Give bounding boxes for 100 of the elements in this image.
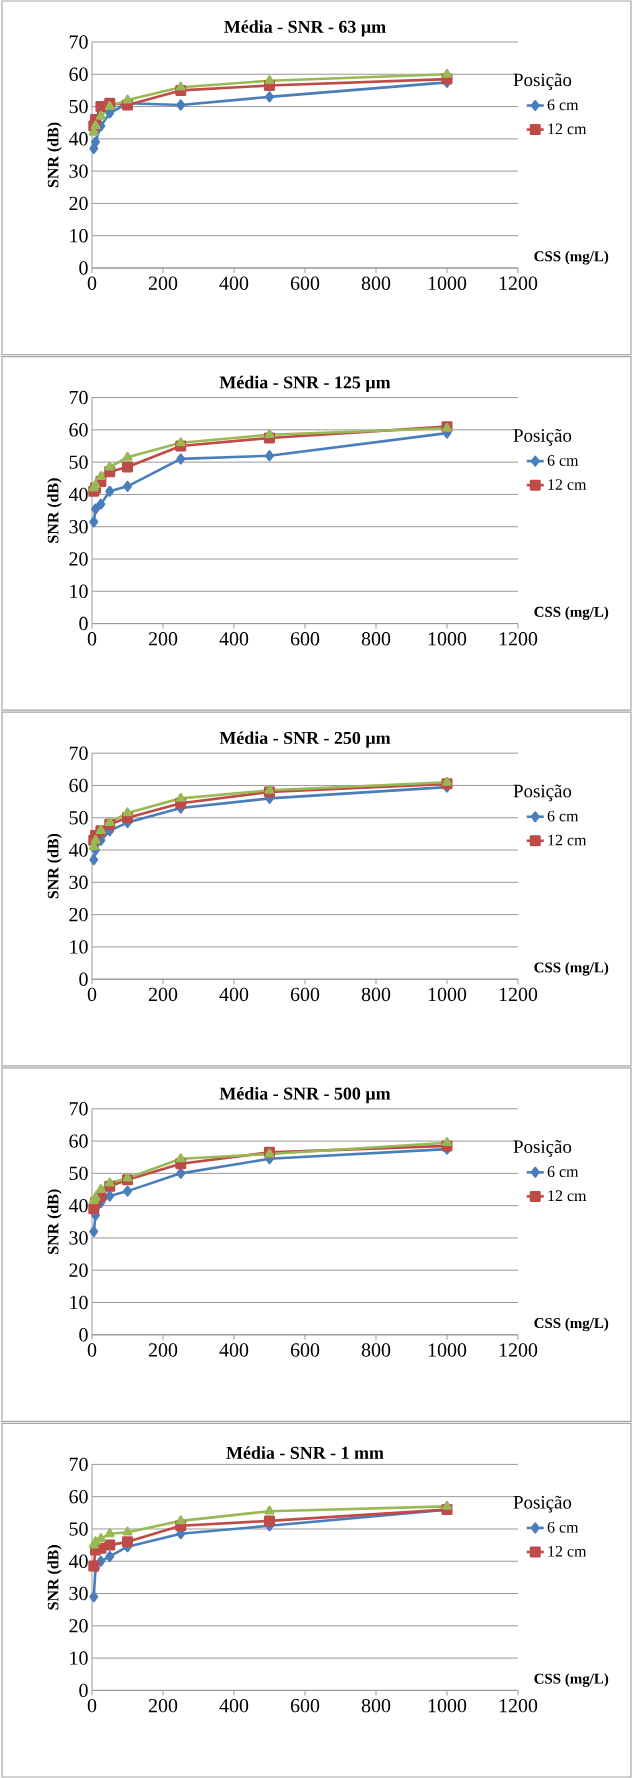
y-tick-label: 0: [79, 972, 88, 986]
y-tick-label: 10: [70, 1651, 88, 1665]
y-tick-label: 20: [69, 1263, 88, 1277]
y-tick-label: 60: [69, 423, 88, 437]
y-tick-label: 10: [70, 584, 88, 599]
x-tick-label: 200: [148, 1698, 178, 1713]
y-tick-label: 60: [69, 1134, 88, 1148]
y-tick-label: 30: [69, 875, 88, 890]
y-tick-label: 20: [69, 907, 88, 922]
legend-title: Posição: [513, 73, 572, 91]
y-tick-label: 40: [68, 132, 88, 146]
y-tick-label: 50: [69, 1166, 88, 1181]
y-tick-label: 10: [70, 228, 88, 243]
x-tick-label: 1200: [499, 987, 538, 1002]
chart-title: Média - SNR - 500 µm: [219, 1087, 391, 1104]
chart-title: Média - SNR - 125 µm: [219, 375, 391, 393]
x-tick-label: 400: [219, 632, 249, 646]
y-tick-label: 20: [69, 196, 88, 211]
x-axis-title: CSS (mg/L): [534, 606, 609, 621]
x-tick-label: 1000: [428, 276, 467, 290]
y-tick-label: 70: [69, 390, 88, 405]
y-tick-label: 10: [70, 940, 88, 954]
x-tick-label: 200: [148, 1343, 178, 1357]
x-tick-label: 600: [290, 1698, 320, 1713]
y-tick-label: 40: [68, 487, 88, 502]
y-tick-label: 70: [69, 35, 88, 49]
y-tick-label: 20: [69, 552, 88, 566]
x-tick-label: 600: [290, 276, 320, 290]
x-tick-label: 600: [290, 632, 320, 646]
y-tick-label: 30: [69, 520, 88, 534]
legend-title: Posição: [513, 1140, 572, 1157]
x-tick-label: 1000: [428, 987, 467, 1002]
x-tick-label: 200: [148, 632, 178, 646]
y-tick-label: 60: [69, 778, 88, 793]
chart-title: Média - SNR - 250 µm: [219, 731, 391, 748]
y-tick-label: 50: [69, 811, 88, 825]
legend-title: Posição: [513, 1495, 572, 1513]
chart-title: Média - SNR - 63 µm: [224, 20, 386, 37]
x-tick-label: 400: [219, 987, 249, 1002]
x-tick-label: 1200: [499, 1343, 538, 1357]
y-tick-label: 0: [79, 1683, 88, 1698]
legend-title: Posição: [513, 428, 572, 446]
legend-label: 12 cm: [548, 123, 587, 135]
x-tick-label: 1000: [428, 1698, 467, 1713]
x-tick-label: 200: [148, 276, 178, 290]
x-tick-label: 800: [361, 1343, 391, 1357]
x-tick-label: 400: [219, 1698, 249, 1713]
y-tick-label: 70: [69, 1457, 88, 1472]
legend-label: 12 cm: [548, 1545, 587, 1557]
y-tick-label: 20: [69, 1619, 88, 1633]
x-tick-label: 1000: [428, 632, 467, 646]
y-tick-label: 0: [79, 1328, 88, 1342]
chart-title: Média - SNR - 1 mm: [226, 1446, 384, 1459]
x-tick-label: 1200: [499, 1698, 538, 1713]
y-tick-label: 0: [79, 616, 88, 631]
y-tick-label: 60: [69, 1489, 88, 1504]
x-axis-title: CSS (mg/L): [534, 962, 609, 976]
y-tick-label: 40: [68, 1198, 88, 1213]
y-tick-label: 50: [69, 1522, 88, 1536]
x-tick-label: 600: [290, 987, 320, 1002]
y-tick-label: 40: [68, 1554, 88, 1568]
x-axis-title: CSS (mg/L): [534, 250, 609, 265]
y-tick-label: 50: [69, 99, 88, 114]
legend-label: 12 cm: [548, 479, 587, 490]
x-tick-label: 800: [361, 632, 391, 646]
legend-label: 6 cm: [547, 99, 579, 111]
y-axis-title: SNR (dB): [47, 833, 62, 899]
legend-label: 12 cm: [548, 1190, 587, 1202]
y-tick-label: 30: [69, 1231, 88, 1245]
y-tick-label: 50: [69, 455, 88, 469]
legend-label: 6 cm: [547, 1166, 579, 1178]
x-tick-label: 400: [219, 276, 249, 290]
x-tick-label: 1000: [428, 1343, 467, 1357]
y-axis-title: SNR (dB): [47, 1189, 62, 1254]
x-tick-label: 1200: [499, 632, 538, 646]
x-axis-title: CSS (mg/L): [534, 1673, 609, 1687]
y-tick-label: 70: [69, 746, 88, 760]
y-tick-label: 40: [68, 843, 88, 857]
legend-title: Posição: [513, 784, 572, 802]
y-tick-label: 30: [69, 1586, 88, 1601]
legend-label: 6 cm: [547, 455, 579, 466]
x-tick-label: 600: [290, 1343, 320, 1357]
x-tick-label: 800: [361, 276, 391, 290]
x-tick-label: 800: [361, 987, 391, 1002]
y-axis-title: SNR (dB): [47, 478, 62, 543]
x-tick-label: 800: [361, 1698, 391, 1713]
x-tick-label: 1200: [499, 276, 538, 290]
y-tick-label: 0: [79, 261, 88, 275]
x-tick-label: 400: [219, 1343, 249, 1357]
x-tick-label: 200: [148, 987, 178, 1002]
y-axis-title: SNR (dB): [47, 122, 62, 188]
y-tick-label: 10: [70, 1295, 88, 1310]
legend-label: 6 cm: [547, 810, 579, 822]
legend-label: 6 cm: [547, 1521, 579, 1533]
y-tick-label: 70: [69, 1102, 88, 1116]
x-axis-title: CSS (mg/L): [534, 1317, 609, 1332]
y-tick-label: 30: [69, 164, 88, 178]
y-tick-label: 60: [69, 67, 88, 81]
legend-label: 12 cm: [548, 834, 587, 846]
y-axis-title: SNR (dB): [47, 1545, 62, 1610]
